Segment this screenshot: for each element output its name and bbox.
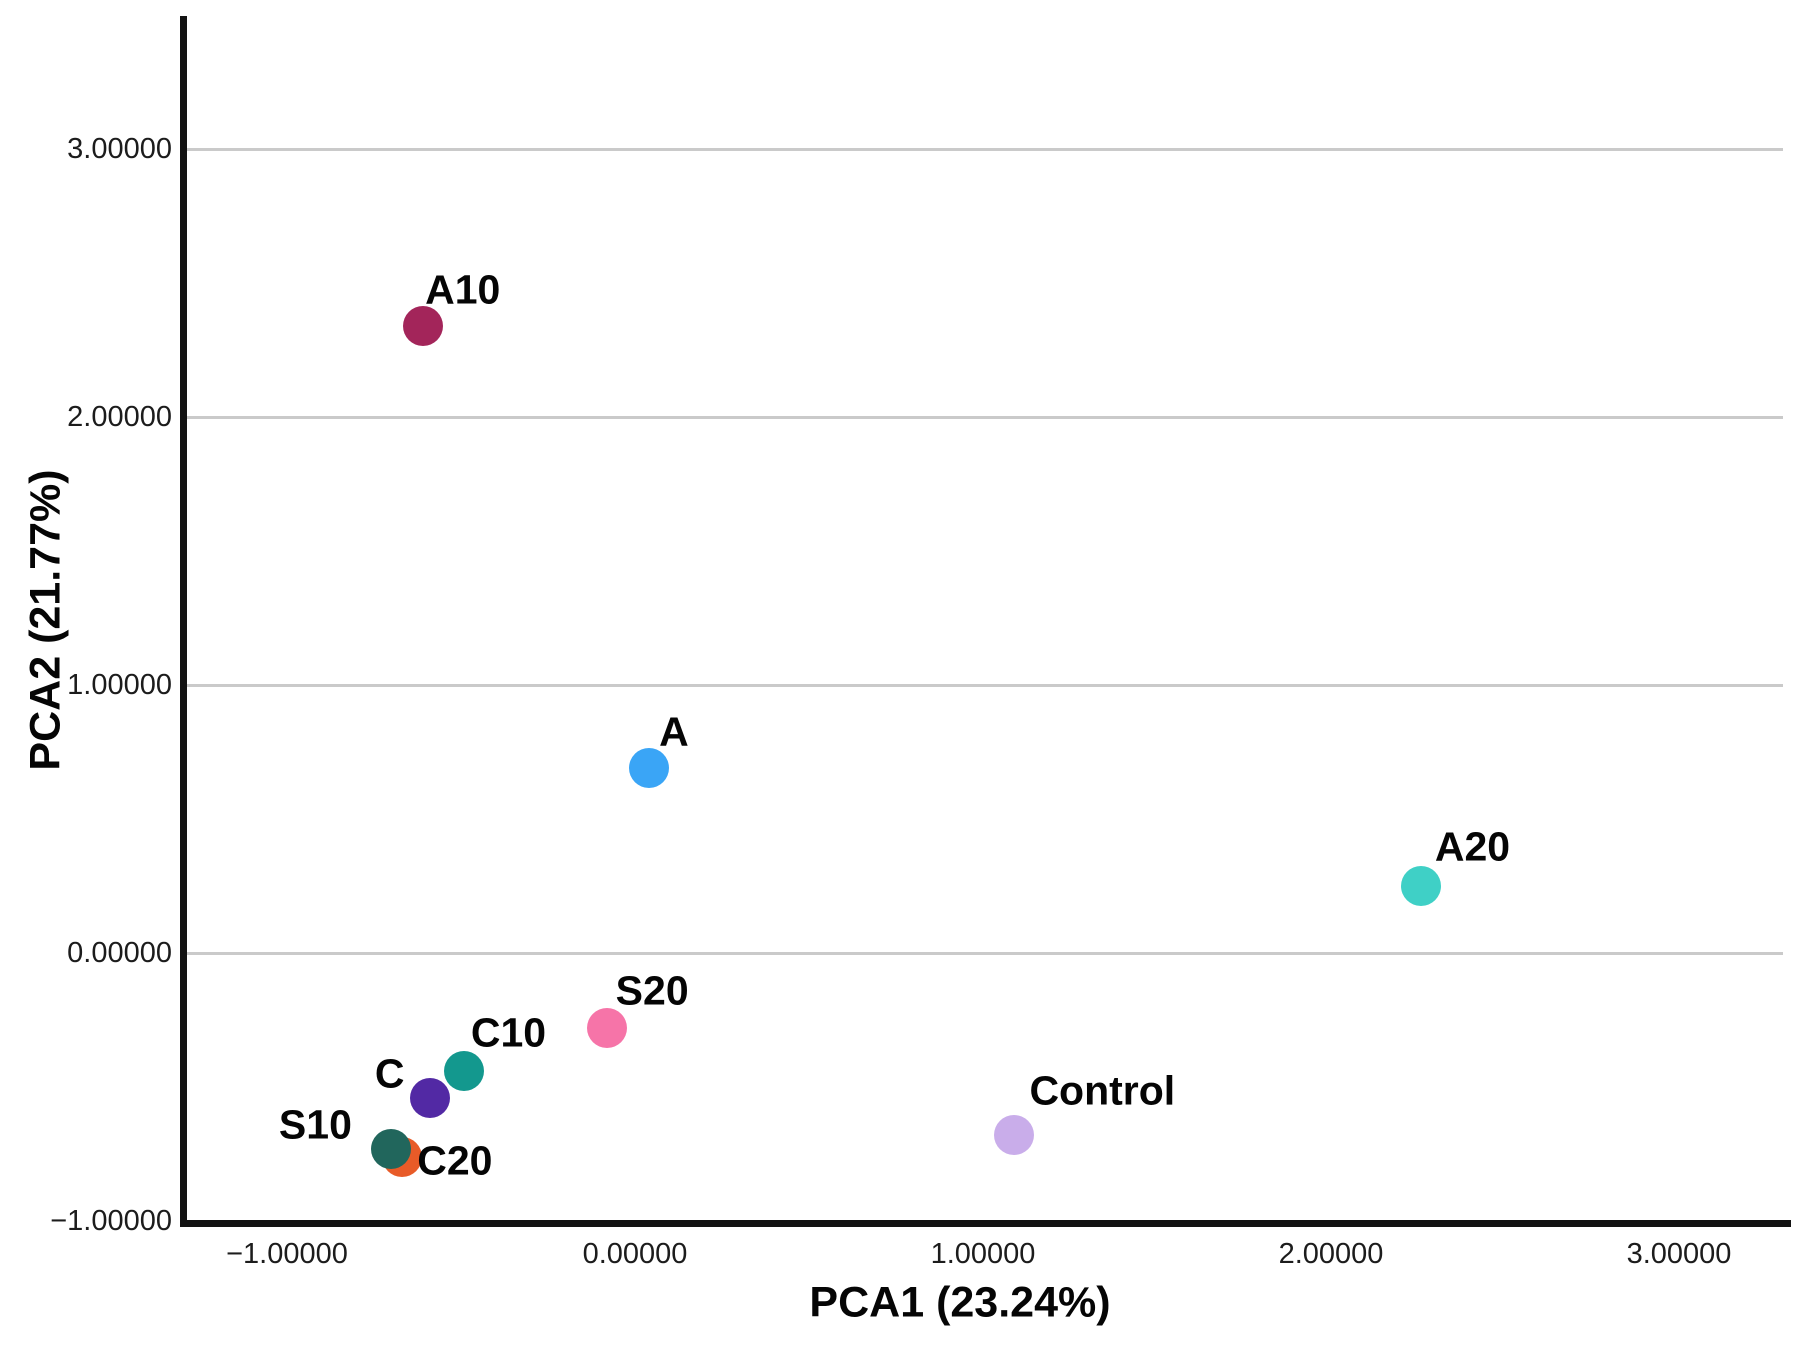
gridline <box>183 147 1783 151</box>
data-point-s10 <box>371 1128 412 1169</box>
data-point-s20 <box>587 1008 628 1049</box>
point-label-c10: C10 <box>470 1009 547 1056</box>
data-point-a10 <box>402 305 443 346</box>
x-axis-title: PCA1 (23.24%) <box>809 1278 1111 1327</box>
y-tick-label: 0.00000 <box>67 937 172 969</box>
point-label-c: C <box>374 1050 405 1097</box>
point-label-s10: S10 <box>278 1101 352 1148</box>
y-tick-label: 1.00000 <box>67 669 172 701</box>
y-axis-title: PCA2 (21.77%) <box>21 469 70 771</box>
x-axis-line <box>180 1220 1791 1227</box>
y-axis-line <box>180 16 187 1227</box>
point-label-a: A <box>659 708 689 755</box>
point-label-control: Control <box>1029 1067 1176 1114</box>
gridline <box>183 951 1783 955</box>
point-label-c20: C20 <box>417 1137 493 1184</box>
data-point-c <box>409 1077 450 1118</box>
y-tick-label: −1.00000 <box>50 1205 172 1237</box>
data-point-a20 <box>1401 866 1442 906</box>
point-label-s20: S20 <box>615 967 689 1014</box>
x-tick-label: 2.00000 <box>1278 1238 1384 1270</box>
point-label-a10: A10 <box>425 266 501 313</box>
y-tick-label: 2.00000 <box>67 401 172 433</box>
x-tick-label: 1.00000 <box>930 1238 1036 1270</box>
x-tick-label: 3.00000 <box>1626 1238 1732 1270</box>
data-point-control <box>994 1115 1035 1156</box>
data-point-a <box>628 748 669 789</box>
data-point-c10 <box>444 1050 485 1091</box>
y-tick-label: 3.00000 <box>67 133 172 165</box>
point-label-a20: A20 <box>1434 823 1511 870</box>
x-tick-label: 0.00000 <box>582 1238 688 1270</box>
x-tick-label: −1.00000 <box>226 1238 348 1270</box>
gridline <box>183 683 1783 687</box>
gridline <box>183 415 1783 419</box>
